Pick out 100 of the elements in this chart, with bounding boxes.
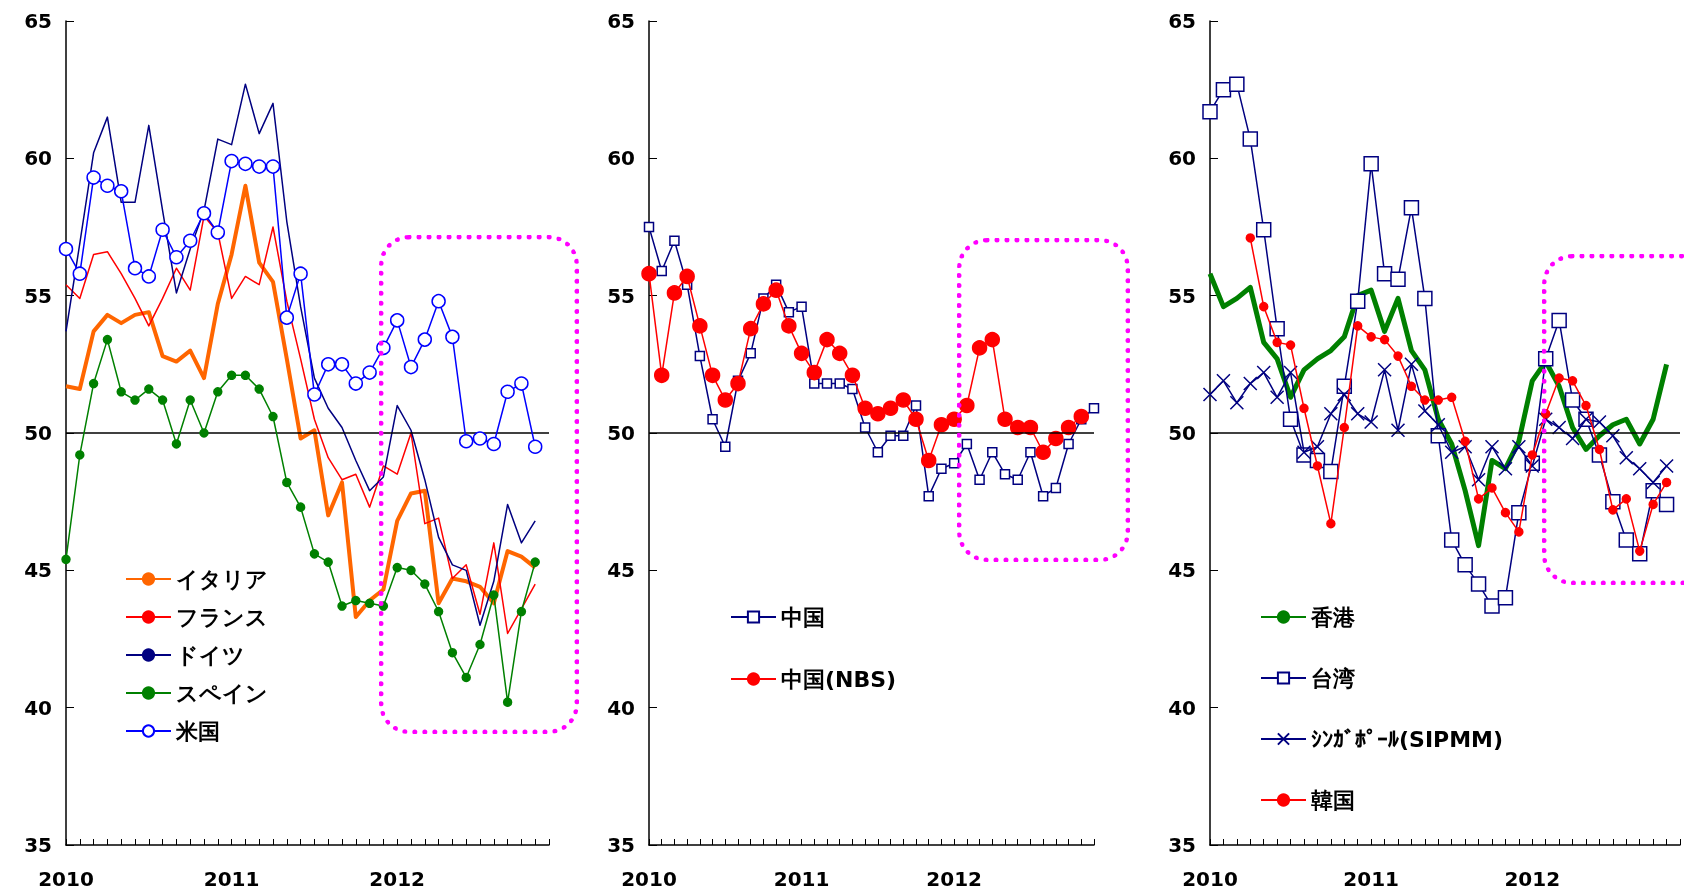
x-tick-label: 2011 xyxy=(1343,867,1399,891)
point xyxy=(1243,376,1258,391)
point xyxy=(1473,494,1484,504)
point xyxy=(1012,474,1023,485)
point xyxy=(1050,482,1062,494)
point xyxy=(1377,362,1392,378)
point xyxy=(1444,444,1459,460)
point xyxy=(514,376,529,391)
point xyxy=(268,411,278,422)
point xyxy=(1337,387,1352,402)
point xyxy=(1310,439,1325,454)
point xyxy=(265,159,281,174)
point xyxy=(1063,438,1074,450)
point xyxy=(679,268,695,285)
point xyxy=(75,450,85,460)
point xyxy=(755,296,772,312)
point xyxy=(392,562,402,573)
point xyxy=(157,395,168,405)
point xyxy=(72,266,88,281)
point xyxy=(210,225,226,240)
y-tick-label: 50 xyxy=(1168,421,1196,445)
point xyxy=(997,411,1013,428)
point xyxy=(1443,532,1460,548)
point xyxy=(433,606,444,617)
x-tick-label: 2012 xyxy=(369,867,426,891)
point xyxy=(1648,499,1658,510)
point xyxy=(475,639,485,650)
point xyxy=(1406,381,1417,392)
point xyxy=(116,387,126,397)
point xyxy=(720,441,731,452)
point xyxy=(279,310,295,325)
point xyxy=(185,395,195,405)
point xyxy=(999,468,1011,480)
point xyxy=(88,378,99,389)
legend-label: 韓国 xyxy=(1311,787,1355,813)
point xyxy=(1420,395,1430,405)
point xyxy=(936,463,947,474)
point xyxy=(348,376,364,391)
point xyxy=(1390,271,1406,287)
point xyxy=(961,438,973,450)
x-tick-label: 2010 xyxy=(621,867,677,891)
point xyxy=(320,357,336,372)
y-tick-label: 60 xyxy=(24,146,52,171)
point xyxy=(1567,376,1578,386)
point xyxy=(959,397,975,414)
point xyxy=(1285,340,1296,350)
point xyxy=(1073,408,1090,425)
point xyxy=(971,340,988,356)
point xyxy=(403,359,419,375)
point xyxy=(1403,200,1420,216)
point xyxy=(171,439,182,449)
point xyxy=(821,378,833,389)
point xyxy=(1088,403,1100,414)
point xyxy=(1619,450,1634,465)
point xyxy=(781,318,797,334)
point xyxy=(1390,423,1406,438)
point xyxy=(337,601,347,611)
point xyxy=(1551,312,1567,329)
point xyxy=(1457,439,1473,454)
point xyxy=(1457,557,1473,573)
line-series xyxy=(65,83,536,627)
point xyxy=(1202,103,1218,120)
legend-label: イタリア xyxy=(176,566,268,592)
point xyxy=(86,170,101,185)
point xyxy=(1352,321,1363,331)
legend-label: 香港 xyxy=(1310,604,1356,630)
point xyxy=(974,474,985,485)
x-tick-label: 2012 xyxy=(926,867,982,891)
point xyxy=(768,282,784,298)
legend-label: スペイン xyxy=(176,680,268,706)
point xyxy=(857,400,873,417)
point xyxy=(1500,507,1511,518)
point xyxy=(1202,387,1218,402)
point xyxy=(704,367,721,384)
point xyxy=(1487,483,1497,493)
point xyxy=(240,370,251,381)
point xyxy=(1564,392,1581,408)
point xyxy=(293,266,308,281)
point xyxy=(745,348,756,359)
point xyxy=(1661,477,1672,488)
point xyxy=(351,595,361,606)
y-tick-label: 65 xyxy=(1168,9,1196,33)
point xyxy=(1605,428,1621,443)
point xyxy=(895,392,912,408)
point xyxy=(500,384,515,400)
point xyxy=(1269,390,1285,405)
point xyxy=(819,331,835,348)
point xyxy=(1484,598,1500,614)
point xyxy=(643,221,655,233)
point xyxy=(100,178,115,194)
point xyxy=(1511,439,1527,454)
point xyxy=(61,554,71,565)
point xyxy=(1645,475,1661,490)
point xyxy=(364,598,375,609)
point xyxy=(1283,365,1298,380)
point xyxy=(1393,351,1403,361)
point xyxy=(1618,532,1635,548)
point xyxy=(872,446,884,458)
point xyxy=(102,334,113,345)
point xyxy=(420,579,430,589)
